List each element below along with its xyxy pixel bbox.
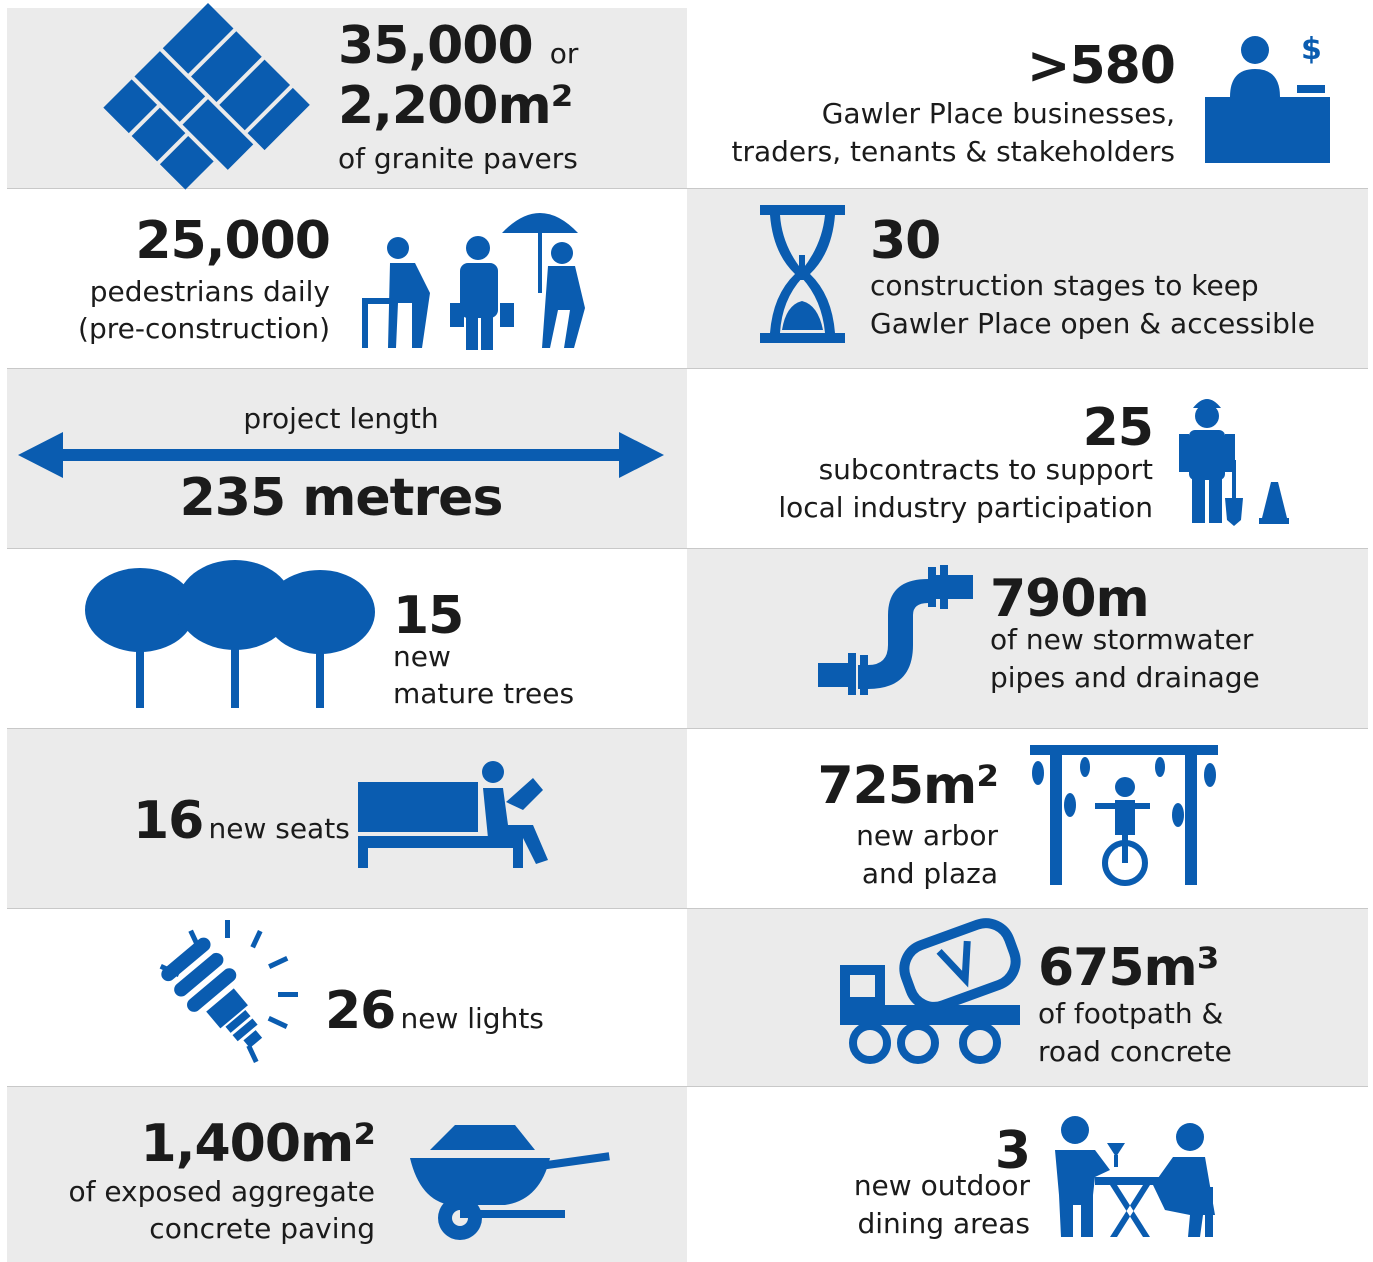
stat-label: of new stormwater — [990, 626, 1253, 654]
pedestrians-icon — [360, 208, 600, 350]
stat-label: new seats — [208, 812, 349, 845]
bench-icon — [358, 760, 553, 870]
stat-label: new arbor — [856, 822, 998, 850]
stat-label: traders, tenants & stakeholders — [731, 138, 1175, 166]
wheelbarrow-icon — [410, 1110, 610, 1245]
stat-number: 35,000 or — [338, 20, 578, 72]
stat-number: 235 metres — [0, 472, 682, 524]
stat-number: 30 — [870, 215, 940, 267]
stat-number: 2,200m² — [338, 80, 572, 132]
trees-icon — [85, 560, 375, 710]
stat-label: (pre-construction) — [78, 315, 330, 343]
business-icon: $ — [1205, 35, 1335, 165]
divider — [7, 548, 1368, 549]
divider — [7, 728, 1368, 729]
stat-label: and plaza — [862, 860, 998, 888]
infographic: 35,000 or 2,200m² of granite pavers >580… — [0, 0, 1373, 1262]
stat-label: pedestrians daily — [90, 278, 330, 306]
stat-label: mature trees — [393, 680, 574, 708]
hourglass-icon — [760, 205, 850, 345]
stat-label: road concrete — [1038, 1038, 1232, 1066]
stat-label: Gawler Place businesses, — [822, 100, 1175, 128]
stat-label: new lights — [400, 1002, 543, 1035]
stat-number: 1,400m² — [141, 1118, 375, 1170]
connector: or — [550, 37, 579, 70]
stat-label: local industry participation — [778, 494, 1153, 522]
stat-line: 16 new seats — [133, 795, 350, 847]
svg-text:$: $ — [1301, 32, 1322, 67]
stat-line: 26 new lights — [325, 985, 544, 1037]
arbor-icon — [1030, 745, 1220, 887]
bulb-icon — [150, 920, 300, 1070]
stat-label: new outdoor — [854, 1172, 1030, 1200]
stat-number: 725m² — [817, 760, 998, 812]
pipe-icon — [818, 565, 973, 695]
divider — [7, 368, 1368, 369]
stat-number: 26 — [325, 981, 395, 1041]
stat-label: of exposed aggregate — [68, 1178, 375, 1206]
worker-icon — [1175, 390, 1300, 525]
stat-number: 675m³ — [1038, 942, 1219, 994]
stat-label: construction stages to keep — [870, 272, 1259, 300]
stat-label: pipes and drainage — [990, 664, 1260, 692]
stat-label: new — [393, 643, 451, 671]
tile-bg — [687, 908, 1368, 1086]
pavers-icon — [108, 25, 308, 180]
stat-label: of granite pavers — [338, 145, 578, 173]
stat-label: of footpath & — [1038, 1000, 1223, 1028]
stat-number: 15 — [393, 590, 463, 642]
divider — [7, 188, 1368, 189]
stat-label: dining areas — [857, 1210, 1030, 1238]
stat-label: Gawler Place open & accessible — [870, 310, 1315, 338]
stat-number: 25 — [1083, 402, 1153, 454]
divider — [7, 1086, 1368, 1087]
stat-caption: project length — [0, 405, 682, 433]
stat-number: >580 — [1027, 40, 1175, 92]
divider — [7, 908, 1368, 909]
dining-icon — [1055, 1115, 1230, 1240]
truck-icon — [840, 925, 1025, 1065]
stat-number: 790m — [990, 573, 1149, 625]
stat-number: 25,000 — [135, 215, 330, 267]
stat-label: subcontracts to support — [819, 456, 1153, 484]
stat-label: concrete paving — [149, 1215, 375, 1243]
stat-number: 16 — [133, 791, 203, 851]
